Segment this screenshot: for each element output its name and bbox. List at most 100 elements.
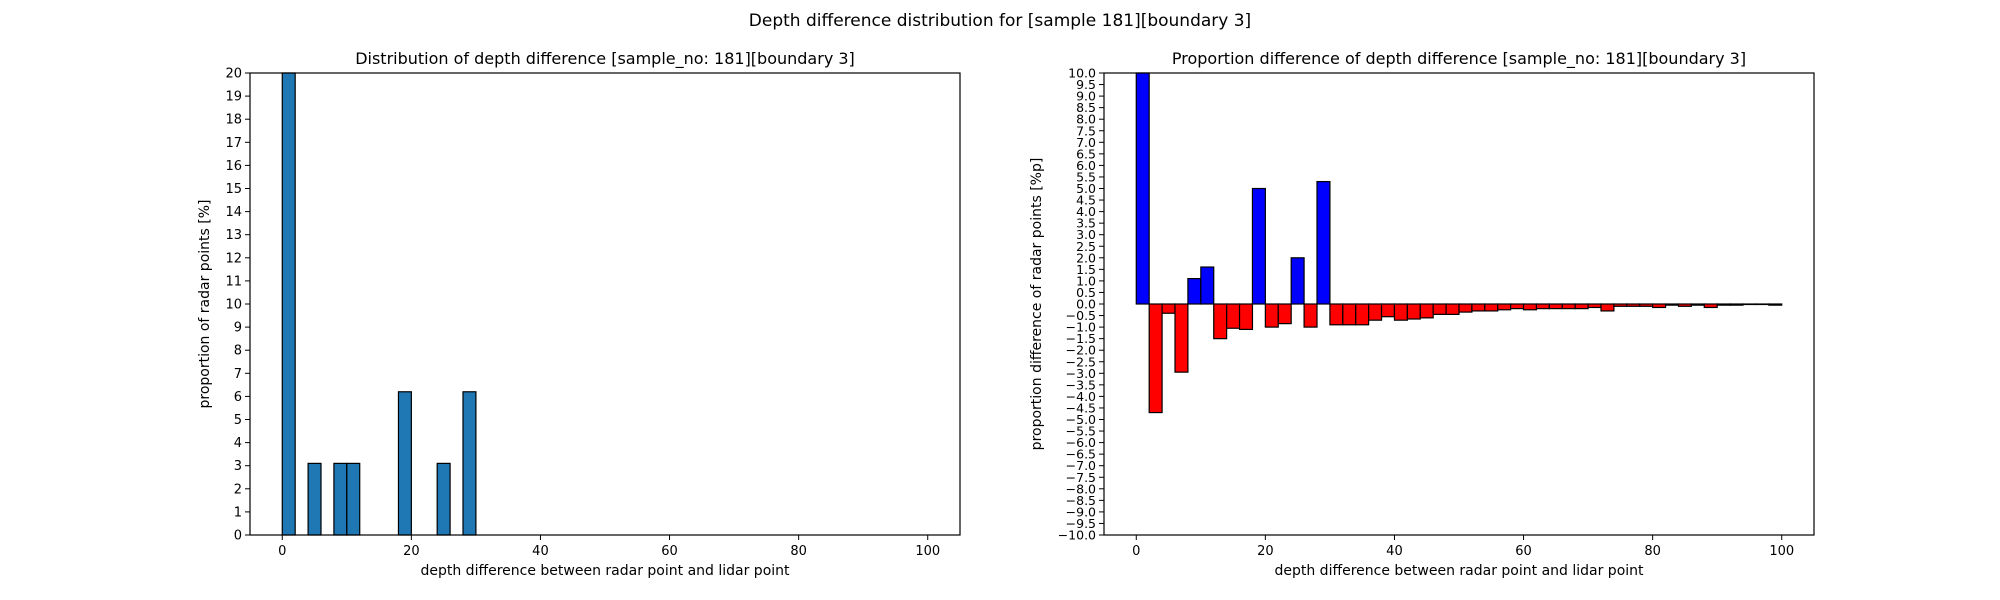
x-tick-label: 0 <box>1132 544 1140 559</box>
y-tick-label: 1 <box>234 505 242 520</box>
y-tick-label: −9.0 <box>1066 504 1096 519</box>
x-tick-label: 60 <box>1515 544 1532 559</box>
bar <box>1497 303 1512 311</box>
y-tick-label: 4.0 <box>1076 204 1096 219</box>
bar <box>1458 303 1473 313</box>
bar <box>1200 266 1215 305</box>
x-tick-label: 20 <box>1257 544 1274 559</box>
bar <box>1742 303 1757 306</box>
bar <box>1226 303 1241 329</box>
bar <box>1148 303 1163 414</box>
bar <box>1768 303 1783 306</box>
y-tick-label: 4 <box>234 436 242 451</box>
y-tick-label: 5 <box>234 413 242 428</box>
bar <box>1135 72 1150 305</box>
y-tick-label: −4.5 <box>1066 400 1096 415</box>
diff-title: Proportion difference of depth differenc… <box>1172 49 1746 69</box>
y-tick-label: 13 <box>225 228 242 243</box>
bar <box>1471 303 1486 312</box>
bar <box>1187 277 1202 305</box>
x-tick-label: 20 <box>403 544 420 559</box>
bar <box>333 462 348 536</box>
bar <box>1368 303 1383 321</box>
bar <box>1600 303 1615 312</box>
bar <box>1238 303 1254 331</box>
bar <box>1303 303 1318 328</box>
bar <box>1652 303 1667 309</box>
y-tick-label: −4.0 <box>1066 389 1096 404</box>
y-tick-label: 9.0 <box>1076 89 1096 104</box>
bar <box>1445 303 1460 315</box>
y-tick-label: 7 <box>234 367 242 382</box>
bar <box>1355 303 1370 326</box>
y-tick-label: 8 <box>234 344 242 359</box>
y-tick-label: 1.5 <box>1076 262 1096 277</box>
bar <box>1277 303 1292 325</box>
bar <box>1613 303 1628 307</box>
y-tick-label: 18 <box>225 113 242 128</box>
bar <box>1432 303 1447 315</box>
y-tick-label: 12 <box>225 251 242 266</box>
bar <box>1664 303 1680 306</box>
y-tick-label: 6.0 <box>1076 158 1096 173</box>
y-tick-label: −10.0 <box>1058 528 1096 543</box>
bar <box>1626 303 1641 307</box>
y-tick-label: −6.5 <box>1066 447 1096 462</box>
y-tick-label: −8.5 <box>1066 493 1096 508</box>
y-tick-label: 3.0 <box>1076 227 1096 242</box>
y-tick-label: 0.0 <box>1076 297 1096 312</box>
x-tick-label: 80 <box>1644 544 1661 559</box>
y-tick-label: 4.5 <box>1076 193 1096 208</box>
bar <box>1161 303 1176 314</box>
bar <box>307 462 322 536</box>
bar <box>1522 303 1538 311</box>
y-tick-label: 2.5 <box>1076 239 1096 254</box>
x-tick-label: 80 <box>790 544 807 559</box>
bar <box>397 391 412 536</box>
bar <box>1510 303 1525 310</box>
y-tick-label: 3.5 <box>1076 216 1096 231</box>
bar <box>1290 257 1305 305</box>
x-tick-label: 0 <box>278 544 286 559</box>
bar <box>1406 303 1421 320</box>
bar <box>1342 303 1357 326</box>
y-tick-label: −8.0 <box>1066 481 1096 496</box>
y-tick-label: 8.5 <box>1076 100 1096 115</box>
y-tick-label: −2.5 <box>1066 354 1096 369</box>
y-tick-label: 0 <box>234 529 242 544</box>
bar <box>1329 303 1344 326</box>
y-tick-label: 5.0 <box>1076 181 1096 196</box>
y-tick-label: 11 <box>225 274 242 289</box>
bar <box>1574 303 1589 310</box>
y-tick-label: −3.5 <box>1066 377 1096 392</box>
y-tick-label: 7.5 <box>1076 123 1096 138</box>
y-tick-label: 9.5 <box>1076 77 1096 92</box>
dist-y-axis-label: proportion of radar points [%] <box>197 199 213 408</box>
y-tick-label: 19 <box>225 90 242 105</box>
x-tick-label: 100 <box>1769 544 1794 559</box>
bar <box>1213 303 1228 340</box>
y-tick-label: −2.0 <box>1066 343 1096 358</box>
y-tick-label: 2.0 <box>1076 250 1096 265</box>
bar <box>1677 303 1692 307</box>
y-tick-label: 8.0 <box>1076 112 1096 127</box>
bar <box>1639 303 1654 307</box>
bar <box>1755 303 1770 306</box>
bar <box>1561 303 1576 310</box>
y-tick-label: 9 <box>234 321 242 336</box>
x-tick-label: 60 <box>661 544 678 559</box>
y-tick-label: 10.0 <box>1068 66 1096 81</box>
proportion-difference-chart: 0 20 40 60 80 100 −10.0−9.5−9.0−8.5−8.0−7.5−7.… <box>1029 49 1815 579</box>
y-tick-label: 0.5 <box>1076 285 1096 300</box>
y-tick-label: −1.0 <box>1066 320 1096 335</box>
y-tick-label: 10 <box>225 298 242 313</box>
y-tick-label: 1.0 <box>1076 273 1096 288</box>
bar <box>1419 303 1434 319</box>
bar <box>1393 303 1408 321</box>
bar <box>346 462 361 536</box>
dist-title: Distribution of depth difference [sample… <box>355 49 855 69</box>
bar <box>1316 180 1331 305</box>
bar <box>281 72 296 536</box>
distribution-chart: 0 20 40 60 80 1000123456789101112131415161718… <box>197 49 961 579</box>
